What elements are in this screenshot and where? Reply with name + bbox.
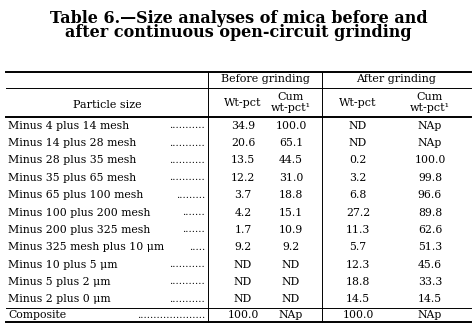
Text: 1.7: 1.7 (234, 225, 251, 235)
Text: 3.2: 3.2 (348, 173, 366, 183)
Text: Particle size: Particle size (72, 100, 141, 110)
Text: 14.5: 14.5 (345, 294, 369, 304)
Text: 100.0: 100.0 (275, 121, 306, 131)
Text: Minus 65 plus 100 mesh: Minus 65 plus 100 mesh (8, 190, 143, 200)
Text: Wt-pct: Wt-pct (338, 97, 376, 108)
Text: 20.6: 20.6 (230, 138, 255, 148)
Text: 12.3: 12.3 (345, 260, 369, 270)
Text: 0.2: 0.2 (348, 155, 366, 165)
Text: Cum
wt-pct¹: Cum wt-pct¹ (409, 92, 449, 113)
Text: 18.8: 18.8 (345, 277, 369, 287)
Text: Composite: Composite (8, 310, 66, 320)
Text: 45.6: 45.6 (417, 260, 441, 270)
Text: ...........: ........... (169, 260, 205, 269)
Text: 96.6: 96.6 (417, 190, 441, 200)
Text: 5.7: 5.7 (349, 242, 366, 252)
Text: ND: ND (233, 260, 252, 270)
Text: 34.9: 34.9 (230, 121, 255, 131)
Text: ND: ND (281, 294, 299, 304)
Text: Table 6.—Size analyses of mica before and: Table 6.—Size analyses of mica before an… (50, 10, 426, 27)
Text: ND: ND (233, 294, 252, 304)
Text: ...........: ........... (169, 121, 205, 130)
Text: 4.2: 4.2 (234, 208, 251, 217)
Text: Minus 325 mesh plus 10 μm: Minus 325 mesh plus 10 μm (8, 242, 164, 252)
Text: 18.8: 18.8 (278, 190, 303, 200)
Text: ...........: ........... (169, 278, 205, 286)
Text: NAp: NAp (417, 138, 441, 148)
Text: 15.1: 15.1 (278, 208, 302, 217)
Text: Wt-pct: Wt-pct (224, 97, 261, 108)
Text: .....................: ..................... (137, 311, 205, 319)
Text: 44.5: 44.5 (278, 155, 302, 165)
Text: 6.8: 6.8 (348, 190, 366, 200)
Text: Before grinding: Before grinding (220, 74, 309, 84)
Text: ...........: ........... (169, 139, 205, 148)
Text: 100.0: 100.0 (342, 310, 373, 320)
Text: ...........: ........... (169, 295, 205, 304)
Text: After grinding: After grinding (356, 74, 436, 84)
Text: 27.2: 27.2 (345, 208, 369, 217)
Text: 9.2: 9.2 (282, 242, 299, 252)
Text: 89.8: 89.8 (417, 208, 441, 217)
Text: NAp: NAp (417, 121, 441, 131)
Text: Minus 200 plus 325 mesh: Minus 200 plus 325 mesh (8, 225, 150, 235)
Text: Minus 10 plus 5 μm: Minus 10 plus 5 μm (8, 260, 117, 270)
Text: Minus 28 plus 35 mesh: Minus 28 plus 35 mesh (8, 155, 136, 165)
Text: Minus 4 plus 14 mesh: Minus 4 plus 14 mesh (8, 121, 129, 131)
Text: 100.0: 100.0 (414, 155, 445, 165)
Text: .....: ..... (188, 243, 205, 252)
Text: 51.3: 51.3 (417, 242, 441, 252)
Text: 9.2: 9.2 (234, 242, 251, 252)
Text: 11.3: 11.3 (345, 225, 369, 235)
Text: Cum
wt-pct¹: Cum wt-pct¹ (270, 92, 310, 113)
Text: Minus 14 plus 28 mesh: Minus 14 plus 28 mesh (8, 138, 136, 148)
Text: after continuous open-circuit grinding: after continuous open-circuit grinding (65, 24, 411, 41)
Text: 99.8: 99.8 (417, 173, 441, 183)
Text: NAp: NAp (417, 310, 441, 320)
Text: 33.3: 33.3 (417, 277, 441, 287)
Text: Minus 35 plus 65 mesh: Minus 35 plus 65 mesh (8, 173, 136, 183)
Text: 10.9: 10.9 (278, 225, 302, 235)
Text: ...........: ........... (169, 173, 205, 182)
Text: 62.6: 62.6 (417, 225, 441, 235)
Text: .......: ....... (182, 225, 205, 234)
Text: 12.2: 12.2 (230, 173, 255, 183)
Text: 14.5: 14.5 (417, 294, 441, 304)
Text: Minus 2 plus 0 μm: Minus 2 plus 0 μm (8, 294, 110, 304)
Text: ...........: ........... (169, 156, 205, 165)
Text: 65.1: 65.1 (278, 138, 302, 148)
Text: ND: ND (281, 260, 299, 270)
Text: 31.0: 31.0 (278, 173, 303, 183)
Text: .........: ......... (175, 191, 205, 200)
Text: Minus 5 plus 2 μm: Minus 5 plus 2 μm (8, 277, 110, 287)
Text: 100.0: 100.0 (227, 310, 258, 320)
Text: ND: ND (348, 138, 367, 148)
Text: 3.7: 3.7 (234, 190, 251, 200)
Text: Minus 100 plus 200 mesh: Minus 100 plus 200 mesh (8, 208, 150, 217)
Text: .......: ....... (182, 208, 205, 217)
Text: ND: ND (233, 277, 252, 287)
Text: ND: ND (348, 121, 367, 131)
Text: NAp: NAp (278, 310, 303, 320)
Text: ND: ND (281, 277, 299, 287)
Text: 13.5: 13.5 (230, 155, 255, 165)
